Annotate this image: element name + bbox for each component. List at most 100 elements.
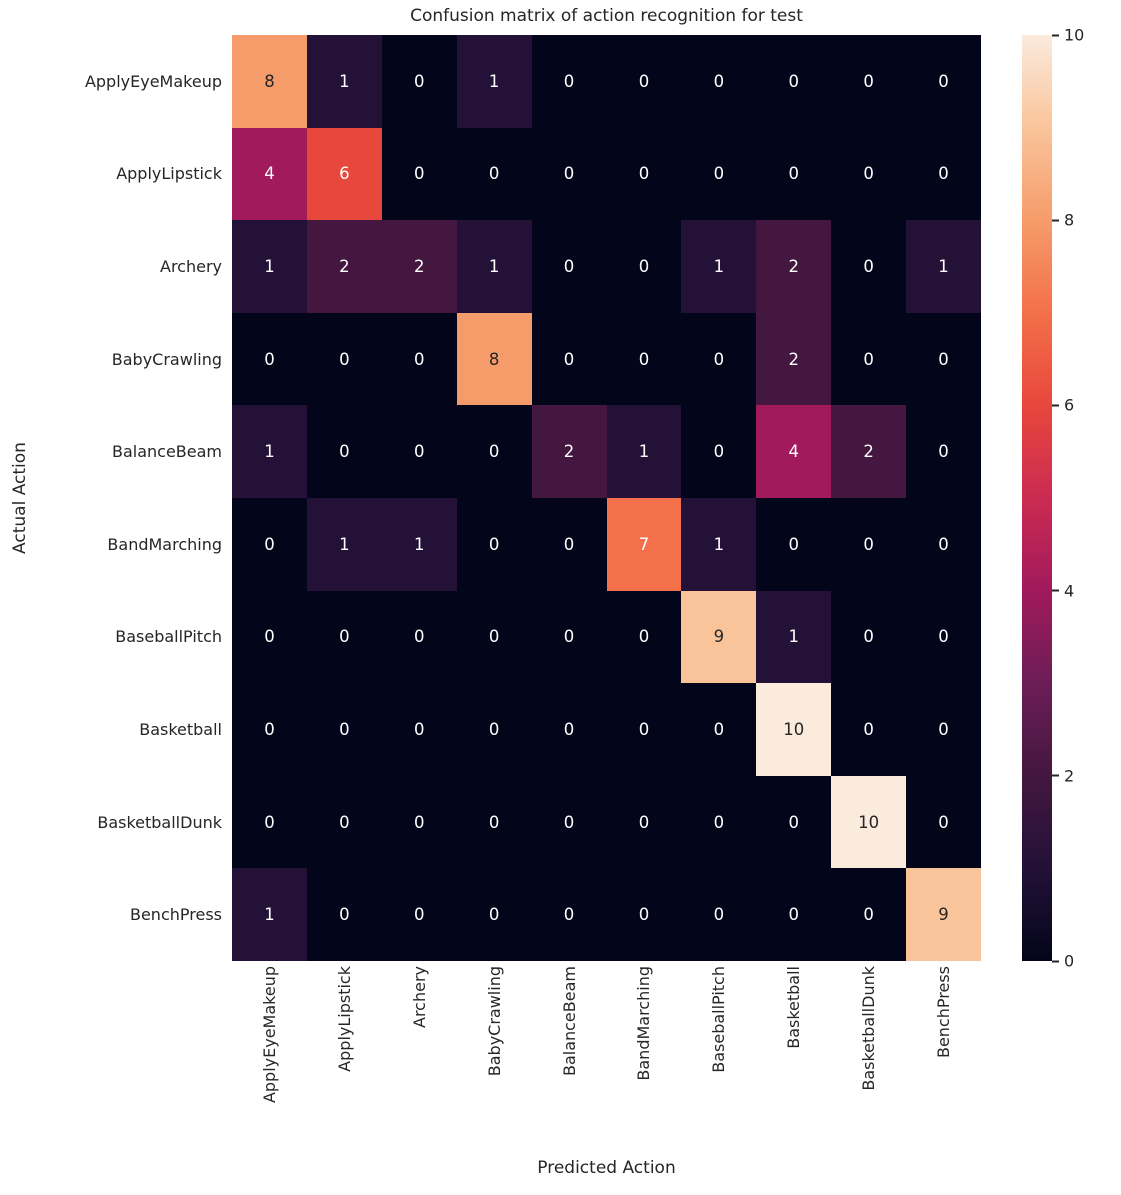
colorbar-tick: 8 <box>1052 211 1074 230</box>
heatmap-cell: 1 <box>681 220 757 313</box>
heatmap-cell: 2 <box>381 220 457 313</box>
cell-value: 0 <box>638 256 650 276</box>
heatmap-cell: 0 <box>381 35 457 128</box>
cell-value: 9 <box>938 905 949 925</box>
x-tick-label: BaseballPitch <box>681 966 756 1152</box>
heatmap-cell: 1 <box>381 497 457 591</box>
heatmap-cell: 6 <box>306 127 382 221</box>
colorbar <box>1022 35 1052 961</box>
heatmap-cell: 0 <box>681 405 757 498</box>
cell-value: 0 <box>563 719 575 739</box>
heatmap-cell: 0 <box>756 775 832 869</box>
cell-value: 0 <box>938 164 949 184</box>
heatmap-cell: 1 <box>681 497 757 591</box>
x-tick-label-text: BandMarching <box>634 966 654 1081</box>
cell-value: 0 <box>788 905 799 925</box>
colorbar-tick-labels: 0 2 4 6 8 10 <box>1052 26 1118 971</box>
heatmap-cell: 0 <box>681 683 757 776</box>
x-tick-label: BalanceBeam <box>532 966 607 1152</box>
cell-value: 0 <box>413 71 425 91</box>
cell-value: 0 <box>264 349 275 369</box>
heatmap-cell: 0 <box>756 868 832 961</box>
heatmap-cell: 2 <box>756 220 832 313</box>
cell-value: 0 <box>788 71 799 91</box>
x-axis-label: Predicted Action <box>537 1158 676 1178</box>
cell-value: 0 <box>563 349 575 369</box>
heatmap-cell: 0 <box>906 35 981 128</box>
colorbar-tick-mark <box>1052 34 1059 36</box>
heatmap-cell: 7 <box>606 497 682 591</box>
cell-value: 0 <box>788 534 799 554</box>
heatmap-cell: 0 <box>232 683 307 776</box>
heatmap-cell: 0 <box>606 683 682 776</box>
cell-value: 0 <box>264 719 275 739</box>
cell-value: 4 <box>788 442 799 462</box>
heatmap-cell: 1 <box>756 590 832 684</box>
cell-value: 0 <box>339 349 350 369</box>
heatmap-cell: 0 <box>756 127 832 221</box>
cell-value: 0 <box>938 71 949 91</box>
cell-value: 0 <box>938 627 949 647</box>
cell-value: 2 <box>563 442 575 462</box>
colorbar-tick-value: 0 <box>1064 951 1075 971</box>
heatmap-cell: 0 <box>232 775 307 869</box>
cell-value: 0 <box>788 164 799 184</box>
cell-value: 2 <box>788 349 799 369</box>
y-tick-label: BasketballDunk <box>97 812 222 832</box>
x-tick-label-text: BaseballPitch <box>709 966 729 1073</box>
heatmap-cell: 0 <box>906 405 981 498</box>
colorbar-tick-value: 8 <box>1064 210 1075 230</box>
heatmap-cell: 9 <box>906 868 981 961</box>
cell-value: 1 <box>264 905 275 925</box>
x-tick-label: BenchPress <box>906 966 981 1152</box>
heatmap-cell: 0 <box>906 127 981 221</box>
heatmap-cell: 0 <box>306 683 382 776</box>
colorbar-tick-value: 2 <box>1064 766 1075 786</box>
heatmap-cell: 0 <box>606 312 682 406</box>
cell-value: 1 <box>488 71 500 91</box>
heatmap-cell: 0 <box>456 590 532 684</box>
cell-value: 0 <box>563 71 575 91</box>
heatmap-cell: 0 <box>606 35 682 128</box>
heatmap-cell: 10 <box>831 775 907 869</box>
heatmap-cell: 0 <box>531 775 607 869</box>
x-tick-label-text: BabyCrawling <box>484 966 504 1077</box>
heatmap-cell: 9 <box>681 590 757 684</box>
cell-value: 0 <box>938 442 949 462</box>
cell-value: 1 <box>638 442 650 462</box>
heatmap-cell: 0 <box>831 590 907 684</box>
cell-value: 0 <box>863 627 874 647</box>
cell-value: 0 <box>339 812 350 832</box>
y-tick-label: BandMarching <box>107 534 222 554</box>
heatmap-cell: 0 <box>606 868 682 961</box>
x-tick-label-text: ApplyLipstick <box>334 966 354 1072</box>
cell-value: 0 <box>413 812 425 832</box>
cell-value: 0 <box>938 719 949 739</box>
cell-value: 0 <box>863 534 874 554</box>
colorbar-tick-value: 4 <box>1064 581 1075 601</box>
cell-value: 0 <box>264 812 275 832</box>
cell-value: 0 <box>863 164 874 184</box>
heatmap-cell: 0 <box>456 497 532 591</box>
heatmap-cell: 1 <box>232 405 307 498</box>
cell-value: 0 <box>339 719 350 739</box>
heatmap-cell: 0 <box>831 127 907 221</box>
cell-value: 0 <box>788 812 799 832</box>
chart-title: Confusion matrix of action recognition f… <box>410 6 803 26</box>
heatmap-cell: 0 <box>531 35 607 128</box>
heatmap-cell: 0 <box>531 127 607 221</box>
heatmap-cell: 2 <box>831 405 907 498</box>
cell-value: 0 <box>638 627 650 647</box>
heatmap-cell: 1 <box>456 35 532 128</box>
cell-value: 0 <box>713 442 725 462</box>
cell-value: 0 <box>339 905 350 925</box>
heatmap-cell: 4 <box>232 127 307 221</box>
cell-value: 0 <box>563 812 575 832</box>
cell-value: 1 <box>713 256 725 276</box>
cell-value: 0 <box>413 349 425 369</box>
heatmap-cell: 1 <box>906 220 981 313</box>
heatmap-cell: 0 <box>906 312 981 406</box>
colorbar-tick-value: 6 <box>1064 395 1075 415</box>
heatmap-cell: 0 <box>531 868 607 961</box>
cell-value: 0 <box>863 71 874 91</box>
